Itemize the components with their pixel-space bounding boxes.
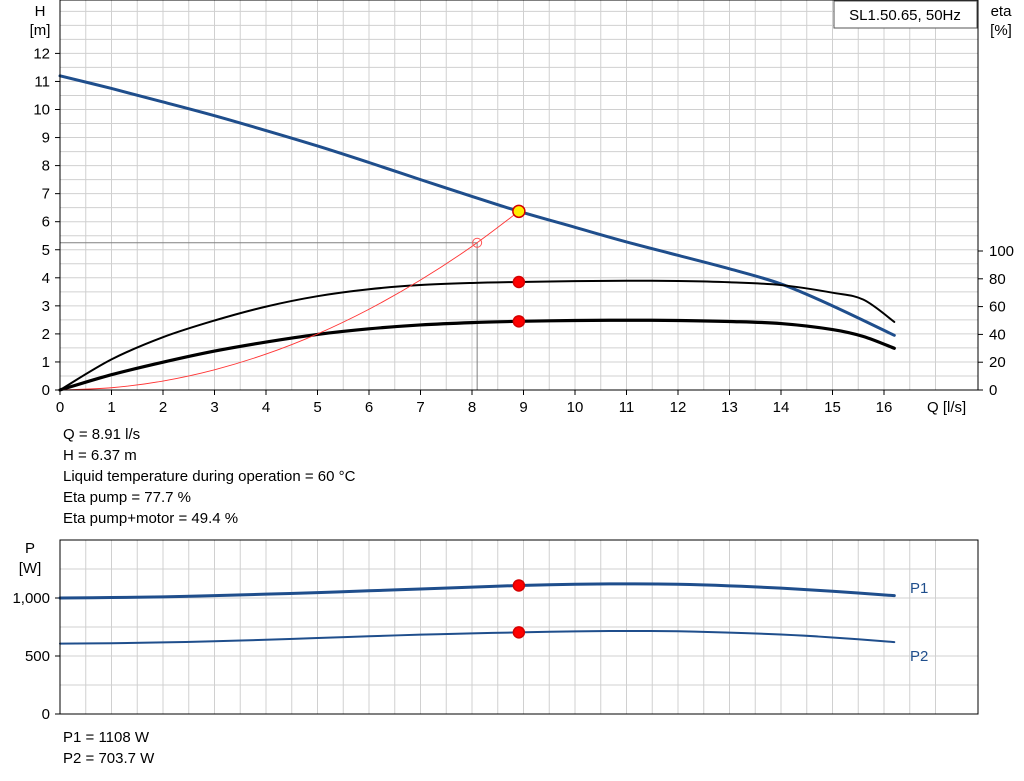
x-tick-label: 2 (159, 399, 167, 416)
eta-axis-label: eta (991, 3, 1013, 20)
p1-series-label: P1 (910, 580, 928, 597)
head-curve (58, 74, 896, 337)
x-tick-label: 9 (519, 399, 527, 416)
duty-point-head-marker (512, 204, 526, 219)
x-tick-label: 1 (107, 399, 115, 416)
h-tick-label: 2 (42, 326, 50, 343)
h-tick-label: 5 (42, 242, 50, 259)
p-tick-label: 500 (25, 648, 50, 665)
x-tick-label: 11 (619, 399, 635, 416)
x-tick-label: 13 (721, 399, 738, 416)
eta-total-readout: Eta pump+motor = 49.4 % (63, 510, 239, 527)
p2-series-label: P2 (910, 648, 928, 665)
duty-point-p2-marker (512, 626, 526, 639)
head-readout: H = 6.37 m (63, 447, 137, 464)
p1-readout: P1 = 1108 W (63, 729, 150, 746)
power-info: P1 = 1108 W P2 = 703.7 W (63, 727, 154, 769)
h-axis-unit: [m] (30, 22, 51, 39)
eta-tick-label: 100 (989, 243, 1014, 260)
h-tick-label: 10 (33, 102, 50, 119)
x-tick-label: 10 (567, 399, 584, 416)
flow-readout: Q = 8.91 l/s (63, 426, 141, 443)
h-tick-label: 7 (42, 186, 50, 203)
chart-title-box (833, 0, 978, 29)
eta-tick-label: 0 (989, 382, 997, 399)
x-tick-label: 6 (365, 399, 373, 416)
duty-point-eta-pump-marker (512, 275, 526, 289)
system-curve (59, 210, 520, 391)
system-point-marker (472, 237, 483, 248)
x-tick-label: 15 (824, 399, 841, 416)
x-tick-label: 16 (876, 399, 893, 416)
p2-readout: P2 = 703.7 W (63, 750, 155, 767)
power-plot-ticks: 0 500 1,000 (12, 590, 60, 723)
eta_pump-curve (59, 279, 896, 391)
eta-tick-label: 60 (989, 299, 1006, 316)
duty-point-p1-marker (512, 579, 526, 592)
q-axis-label: Q [l/s] (927, 399, 966, 416)
h-tick-label: 8 (42, 158, 50, 175)
duty-point-info: Q = 8.91 l/s H = 6.37 m Liquid temperatu… (63, 424, 355, 529)
h-tick-label: 11 (34, 73, 50, 90)
x-tick-label: 4 (262, 399, 270, 416)
liquid-temperature-readout: Liquid temperature during operation = 60… (63, 468, 356, 485)
p-axis-label: P (25, 540, 35, 557)
h-tick-label: 6 (42, 214, 50, 231)
eta_total-curve (58, 318, 896, 392)
head-plot-series (58, 74, 896, 392)
power-plot-grid (59, 539, 978, 715)
p-tick-label: 0 (42, 706, 50, 723)
h-tick-label: 3 (42, 298, 50, 315)
p2-curve (59, 629, 896, 645)
eta-tick-label: 20 (989, 354, 1006, 371)
x-tick-label: 7 (416, 399, 424, 416)
x-tick-label: 8 (468, 399, 476, 416)
eta-tick-label: 40 (989, 326, 1006, 343)
p1-curve (58, 582, 896, 600)
h-tick-label: 12 (33, 45, 50, 62)
eta-pump-readout: Eta pump = 77.7 % (63, 489, 191, 506)
h-tick-label: 4 (42, 270, 50, 287)
duty-point-eta-total-marker (512, 315, 526, 328)
x-tick-label: 12 (670, 399, 687, 416)
chart-title: SL1.50.65, 50Hz (849, 7, 961, 24)
x-tick-label: 0 (56, 399, 64, 416)
eta-tick-label: 80 (989, 271, 1006, 288)
eta-axis-unit: [%] (990, 22, 1012, 39)
h-tick-label: 9 (42, 130, 50, 147)
power-plot-frame (59, 539, 979, 715)
power-plot-series (58, 579, 896, 645)
head-plot-ticks: 0 1 2 3 4 5 6 7 8 9 10 11 12 13 14 15 160123456789101112… (33, 45, 1014, 416)
h-tick-label: 1 (42, 354, 50, 371)
head-plot-frame (59, 0, 979, 391)
x-tick-label: 5 (313, 399, 321, 416)
h-axis-label: H (35, 3, 46, 20)
x-tick-label: 14 (773, 399, 790, 416)
p-tick-label: 1,000 (12, 590, 50, 607)
x-tick-label: 3 (210, 399, 218, 416)
p-axis-unit: [W] (19, 560, 42, 577)
h-tick-label: 0 (42, 382, 50, 399)
